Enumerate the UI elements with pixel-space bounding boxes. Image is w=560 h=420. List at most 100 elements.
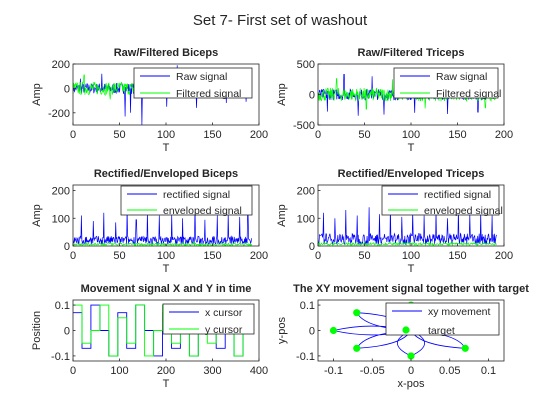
y-tick-label: 200 (52, 59, 70, 71)
legend-marker (402, 326, 409, 333)
x-tick-label: 100 (402, 129, 420, 141)
subplot-4: 0 50 100 150 200 0 100 200 Rectified/Enveloped T… (276, 168, 513, 275)
x-tick-label: 200 (495, 129, 513, 141)
legend-entry: enveloped signal (424, 205, 503, 217)
x-tick-label: 50 (113, 250, 125, 262)
x-tick-label: 50 (358, 129, 370, 141)
legend-entry: Raw signal (436, 71, 487, 83)
x-tick-label: 0 (70, 129, 76, 141)
x-tick-label: 200 (157, 365, 175, 377)
legend: Raw signal Filtered signal (134, 68, 252, 100)
y-axis-label: Amp (276, 204, 288, 227)
x-axis-label: x-pos (398, 378, 425, 390)
y-tick-label: -200 (48, 108, 70, 120)
x-tick-label: 150 (448, 129, 466, 141)
x-tick-label: 150 (448, 250, 466, 262)
y-axis-label: Position (31, 311, 43, 350)
legend-entry: Filtered signal (176, 88, 241, 100)
x-tick-label: 300 (203, 365, 221, 377)
x-tick-label: 0 (408, 365, 414, 377)
legend-entry: rectified signal (424, 189, 491, 201)
x-tick-label: 100 (402, 250, 420, 262)
legend-entry: Raw signal (176, 71, 227, 83)
y-tick-label: 0 (309, 90, 315, 102)
y-tick-label: 0 (309, 326, 315, 338)
x-tick-label: 100 (157, 129, 175, 141)
y-tick-label: 500 (297, 59, 315, 71)
x-tick-label: 150 (203, 129, 221, 141)
target-point (330, 327, 337, 334)
y-tick-label: -0.1 (296, 351, 315, 363)
subplot-title: Raw/Filtered Biceps (114, 47, 219, 59)
subplot-title: Rectified/Enveloped Triceps (338, 168, 485, 180)
y-tick-label: 0 (64, 83, 70, 95)
legend-entry: xy movement (428, 306, 491, 318)
target-point (353, 309, 360, 316)
target-point (462, 345, 469, 352)
subplot-6: -0.1 -0.05 0 0.05 0.1 -0.1 0 0.1 The XY movement… (276, 283, 529, 390)
target-point (407, 352, 414, 359)
x-axis-label: T (408, 263, 415, 275)
x-tick-label: 200 (495, 250, 513, 262)
legend: x cursor y cursor (163, 304, 254, 336)
y-tick-label: 0.1 (55, 300, 70, 312)
y-tick-label: 100 (297, 213, 315, 225)
y-tick-label: 0 (64, 241, 70, 253)
figure-title: Set 7- First set of washout (193, 12, 368, 29)
x-tick-label: 0 (70, 250, 76, 262)
y-tick-label: 0.1 (300, 300, 315, 312)
x-tick-label: 0 (315, 129, 321, 141)
series-line-2 (73, 243, 252, 245)
x-tick-label: 0 (70, 365, 76, 377)
legend: Raw signal Filtered signal (394, 68, 501, 100)
y-axis-label: Amp (31, 204, 43, 227)
x-tick-label: 100 (110, 365, 128, 377)
legend-entry: target (428, 325, 455, 337)
legend-entry: y cursor (205, 324, 243, 336)
legend-entry: enveloped signal (163, 205, 242, 217)
legend-entry: rectified signal (163, 189, 230, 201)
y-tick-label: -0.1 (51, 351, 70, 363)
x-tick-label: 50 (113, 129, 125, 141)
legend: rectified signal enveloped signal (121, 186, 252, 217)
x-axis-label: T (163, 142, 170, 154)
x-tick-label: 400 (250, 365, 268, 377)
legend: xy movement target (386, 303, 499, 337)
x-tick-label: 0.1 (481, 365, 496, 377)
x-tick-label: 0 (315, 250, 321, 262)
subplot-title: Rectified/Enveloped Biceps (94, 168, 238, 180)
subplot-title: The XY movement signal together with tar… (293, 283, 529, 295)
x-tick-label: -0.1 (324, 365, 343, 377)
x-axis-label: T (163, 378, 170, 390)
y-tick-label: 200 (52, 186, 70, 198)
x-tick-label: -0.05 (360, 365, 385, 377)
y-tick-label: 100 (52, 213, 70, 225)
target-point (353, 345, 360, 352)
x-tick-label: 200 (250, 250, 268, 262)
x-axis-label: T (408, 142, 415, 154)
y-tick-label: 0 (64, 326, 70, 338)
y-axis-label: Amp (276, 83, 288, 106)
subplot-title: Raw/Filtered Triceps (358, 47, 465, 59)
y-tick-label: -500 (293, 120, 315, 132)
x-tick-label: 150 (203, 250, 221, 262)
y-axis-label: Amp (31, 83, 43, 106)
y-axis-label: y-pos (276, 317, 288, 344)
y-tick-label: 200 (297, 186, 315, 198)
legend-entry: x cursor (205, 307, 243, 319)
x-tick-label: 200 (250, 129, 268, 141)
legend-entry: Filtered signal (436, 88, 501, 100)
y-tick-label: 0 (309, 241, 315, 253)
x-tick-label: 0.05 (439, 365, 460, 377)
x-axis-label: T (163, 263, 170, 275)
subplot-3: 0 50 100 150 200 0 100 200 Rectified/Enveloped B… (31, 168, 268, 275)
x-tick-label: 50 (358, 250, 370, 262)
subplot-title: Movement signal X and Y in time (81, 283, 252, 295)
legend: rectified signal enveloped signal (382, 186, 503, 217)
x-tick-label: 100 (157, 250, 175, 262)
